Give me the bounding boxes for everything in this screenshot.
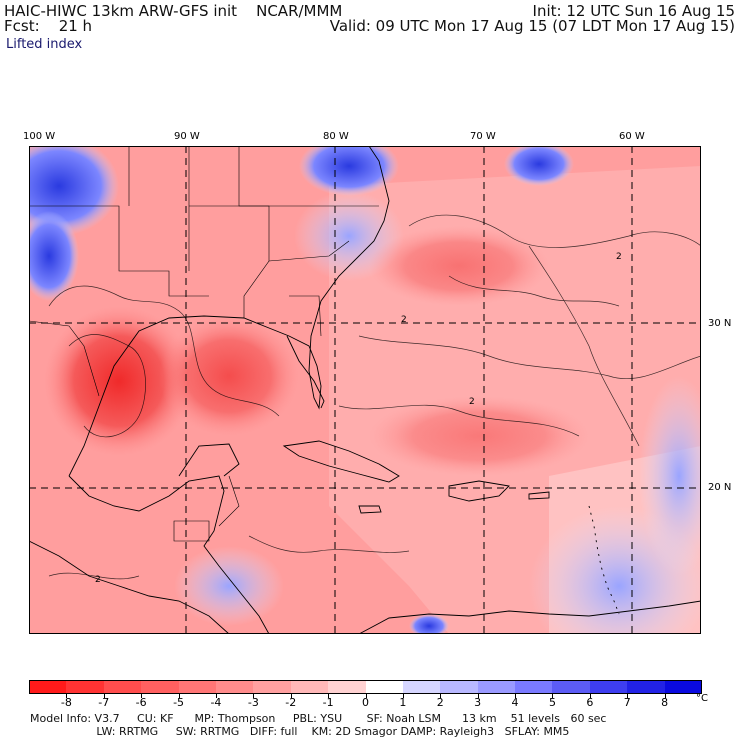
stable-area-midatlantic — [299, 146, 399, 196]
colorbar-swatch — [29, 680, 67, 694]
colorbar-swatch — [477, 680, 516, 694]
colorbar-tick-label: 1 — [399, 696, 407, 709]
colorbar-tick — [103, 694, 105, 698]
colorbar-swatch — [664, 680, 703, 694]
colorbar-tick-label: 2 — [436, 696, 444, 709]
product-title: HAIC-HIWC 13km ARW-GFS init NCAR/MMM — [4, 2, 343, 20]
colorbar-tick — [627, 694, 629, 698]
colorbar-swatch — [627, 680, 666, 694]
init-time: Init: 12 UTC Sun 16 Aug 15 — [532, 2, 735, 20]
colorbar-tick — [290, 694, 292, 698]
colorbar-tick-label: 8 — [661, 696, 669, 709]
contour-label: 2 — [401, 315, 407, 325]
colorbar-tick — [178, 694, 180, 698]
colorbar-tick-label: -4 — [210, 696, 222, 709]
colorbar-tick-label: -5 — [173, 696, 185, 709]
colorbar-tick-label: -3 — [247, 696, 259, 709]
colorbar-tick-label: 7 — [623, 696, 631, 709]
lon-label-70w: 70 W — [470, 131, 496, 142]
stable-area-south — [409, 614, 449, 634]
field-name: Lifted index — [6, 37, 83, 52]
contours — [48, 214, 701, 580]
colorbar-tick-label: -2 — [285, 696, 297, 709]
unstable-area-gulf — [159, 316, 299, 436]
colorbar-swatch — [328, 680, 366, 694]
graticule — [29, 146, 701, 634]
unstable-core-texas — [44, 306, 194, 456]
contour-label: 2 — [95, 575, 101, 585]
lon-label-80w: 80 W — [323, 131, 349, 142]
lat-label-30n: 30 N — [708, 318, 732, 329]
colorbar-swatch — [290, 680, 329, 694]
contour-labels: 2 2 2 2 — [95, 252, 622, 585]
stable-area-northeast-ocean — [504, 146, 574, 186]
colorbar-tick — [552, 694, 554, 698]
borders — [29, 146, 379, 542]
colorbar-swatch — [141, 680, 180, 694]
contour-label: 2 — [616, 252, 622, 262]
colorbar-tick-label: 6 — [586, 696, 594, 709]
colorbar-swatch — [215, 680, 254, 694]
contour-label: 2 — [469, 397, 475, 407]
colorbar-frame — [29, 680, 702, 694]
colorbar-tick — [365, 694, 367, 698]
colorbar-swatch — [253, 680, 292, 694]
colorbar-tick-label: 5 — [548, 696, 556, 709]
colorbar-swatch — [103, 680, 142, 694]
colorbar-tick-label: -8 — [60, 696, 72, 709]
colorbar-swatch — [589, 680, 628, 694]
colorbar-tick — [664, 694, 666, 698]
model-info-line2: LW: RRTMG SW: RRTMG DIFF: full KM: 2D Sm… — [30, 725, 570, 738]
lifted-index-map: 2 2 2 2 — [29, 146, 701, 634]
colorbar-swatch — [365, 680, 404, 694]
colorbar-tick — [215, 694, 217, 698]
lon-label-100w: 100 W — [23, 131, 56, 142]
colorbar-tick — [440, 694, 442, 698]
colorbar-swatch — [178, 680, 217, 694]
lon-label-60w: 60 W — [619, 131, 645, 142]
colorbar-units: °C — [696, 693, 708, 704]
colorbar-swatch — [402, 680, 441, 694]
colorbar-tick-label: 3 — [474, 696, 482, 709]
colorbar-tick — [477, 694, 479, 698]
colorbar-tick-label: 0 — [362, 696, 369, 709]
colorbar-tick — [589, 694, 591, 698]
lon-label-90w: 90 W — [174, 131, 200, 142]
colorbar-tick — [515, 694, 517, 698]
colorbar-swatch — [440, 680, 479, 694]
colorbar-tick-label: 4 — [511, 696, 519, 709]
forecast-hour: Fcst: 21 h — [4, 17, 93, 35]
colorbar-tick — [66, 694, 68, 698]
colorbar-swatch — [515, 680, 553, 694]
unstable-area-bahamas — [369, 396, 589, 476]
colorbar-tick — [253, 694, 255, 698]
colorbar-swatch — [66, 680, 105, 694]
colorbar-tick-label: -1 — [322, 696, 334, 709]
stable-area-west — [29, 211, 79, 301]
lat-label-20n: 20 N — [708, 482, 732, 493]
colorbar-tick-label: -7 — [98, 696, 110, 709]
stable-area-central-america — [174, 546, 284, 626]
valid-time: Valid: 09 UTC Mon 17 Aug 15 (07 LDT Mon … — [329, 17, 735, 35]
map-frame — [29, 146, 701, 634]
unstable-area-atlantic — [369, 226, 549, 306]
colorbar-tick — [402, 694, 404, 698]
stable-area-east — [639, 376, 701, 576]
colorbar-swatch — [552, 680, 591, 694]
colorbar-tick-label: -6 — [135, 696, 147, 709]
colorbar-tick — [328, 694, 330, 698]
colorbar-tick — [141, 694, 143, 698]
coastlines — [29, 146, 701, 634]
model-info-line1: Model Info: V3.7 CU: KF MP: Thompson PBL… — [30, 712, 607, 725]
